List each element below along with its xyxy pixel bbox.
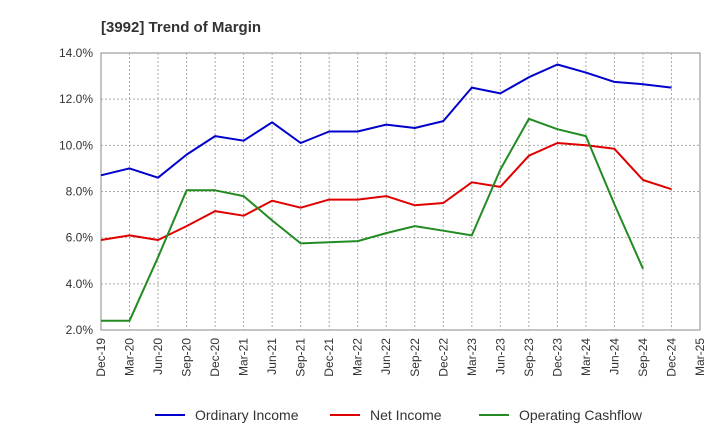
x-tick-label: Sep-22 bbox=[408, 338, 422, 377]
y-tick-label: 4.0% bbox=[66, 277, 94, 291]
x-tick-label: Dec-22 bbox=[436, 338, 450, 377]
series-lines bbox=[100, 63, 672, 322]
y-axis: 14.0% 12.0% 10.0% 8.0% 6.0% 4.0% 2.0% bbox=[59, 46, 93, 337]
x-tick-label: Mar-23 bbox=[465, 338, 479, 376]
x-tick-label: Dec-20 bbox=[208, 338, 222, 377]
y-tick-label: 6.0% bbox=[66, 231, 94, 245]
x-tick-label: Sep-24 bbox=[636, 338, 650, 377]
series-line bbox=[100, 142, 672, 241]
x-tick-label: Sep-20 bbox=[180, 338, 194, 377]
x-tick-label: Sep-21 bbox=[294, 338, 308, 377]
x-tick-label: Jun-20 bbox=[151, 338, 165, 375]
y-tick-label: 8.0% bbox=[66, 185, 94, 199]
y-tick-label: 10.0% bbox=[59, 138, 93, 152]
x-tick-label: Mar-25 bbox=[693, 338, 707, 376]
x-tick-label: Jun-21 bbox=[265, 338, 279, 375]
x-tick-label: Dec-24 bbox=[664, 338, 678, 377]
x-tick-label: Mar-20 bbox=[123, 338, 137, 376]
plot-area bbox=[100, 52, 701, 331]
chart-title: [3992] Trend of Margin bbox=[101, 19, 261, 36]
x-tick-label: Sep-23 bbox=[522, 338, 536, 377]
x-tick-label: Jun-24 bbox=[607, 338, 621, 375]
x-tick-label: Jun-22 bbox=[379, 338, 393, 375]
legend-label: Operating Cashflow bbox=[519, 407, 643, 423]
x-tick-label: Dec-21 bbox=[322, 338, 336, 377]
x-axis: Dec-19 Mar-20 Jun-20 Sep-20 Dec-20 Mar-21 Jun-… bbox=[94, 338, 707, 377]
y-tick-label: 2.0% bbox=[66, 323, 94, 337]
series-line bbox=[101, 117, 644, 322]
x-tick-label: Dec-19 bbox=[94, 338, 108, 377]
x-tick-label: Mar-24 bbox=[579, 338, 593, 376]
x-tick-label: Mar-22 bbox=[351, 338, 365, 376]
x-tick-label: Dec-23 bbox=[550, 338, 564, 377]
y-tick-label: 14.0% bbox=[59, 46, 93, 60]
legend-label: Net Income bbox=[370, 407, 442, 423]
x-tick-label: Mar-21 bbox=[237, 338, 251, 376]
series-line bbox=[100, 63, 672, 179]
legend: Ordinary Income Net Income Operating Cashf… bbox=[155, 407, 643, 423]
legend-label: Ordinary Income bbox=[195, 407, 299, 423]
y-tick-label: 12.0% bbox=[59, 92, 93, 106]
x-tick-label: Jun-23 bbox=[493, 338, 507, 375]
